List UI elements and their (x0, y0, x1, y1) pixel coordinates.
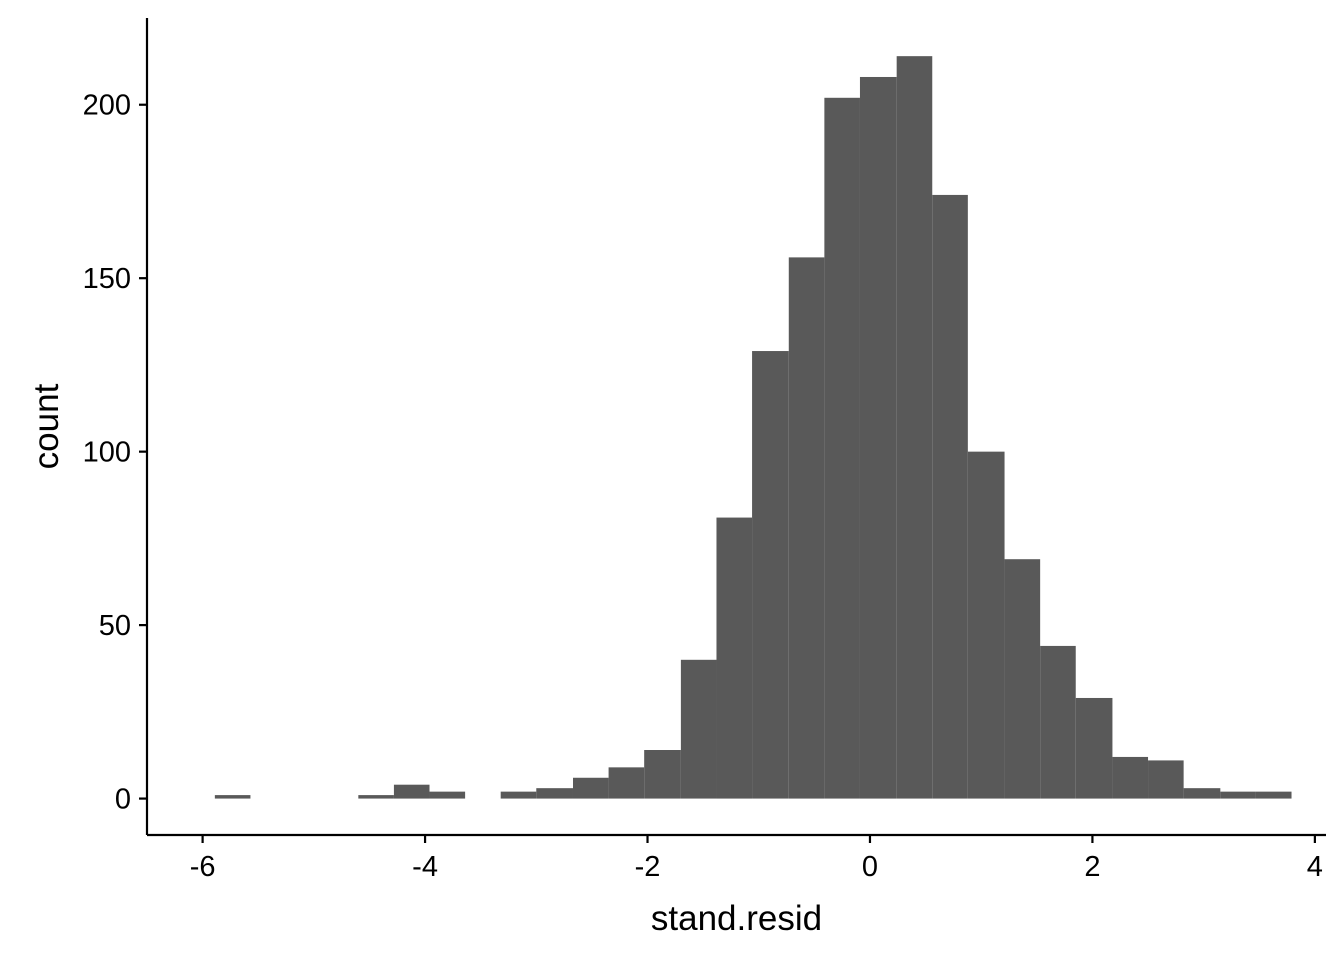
histogram-bar (573, 777, 609, 799)
axes-group (145, 18, 1326, 837)
histogram-bar (896, 56, 933, 799)
histogram-bar (500, 791, 537, 799)
histogram-bar (358, 795, 394, 799)
histogram-bar (536, 788, 573, 799)
bars-group (214, 56, 1292, 799)
x-tick-label: 0 (862, 851, 878, 883)
histogram-bar (752, 351, 789, 799)
y-tick-label: 0 (115, 784, 131, 816)
histogram-bar (393, 784, 430, 799)
histogram-bar (1004, 559, 1041, 799)
y-tick-label: 100 (83, 437, 131, 469)
x-tick-label: -6 (190, 851, 216, 883)
histogram-bar (1148, 760, 1184, 799)
histogram-bar (1112, 756, 1149, 799)
histogram-bar (716, 517, 753, 799)
x-tick-label: 4 (1307, 851, 1323, 883)
histogram-bar (608, 767, 645, 799)
histogram-bar (680, 659, 717, 799)
histogram-bar (1040, 645, 1076, 799)
histogram-bar (967, 451, 1005, 799)
y-axis-ticks: 0 50 100 150 200 (83, 90, 147, 816)
x-tick-label: 2 (1084, 851, 1100, 883)
histogram-bar (1255, 791, 1292, 799)
histogram-bar (1183, 788, 1221, 799)
histogram-bar (644, 750, 681, 799)
histogram-bar (859, 76, 897, 799)
histogram-bar (932, 194, 968, 799)
histogram-bar (788, 257, 825, 799)
x-axis-ticks: -6 -4 -2 0 2 4 (190, 835, 1323, 883)
y-tick-label: 50 (99, 610, 131, 642)
histogram-bar (1220, 791, 1256, 799)
x-tick-label: -4 (412, 851, 438, 883)
x-tick-label: -2 (635, 851, 661, 883)
histogram-bar (429, 791, 466, 799)
histogram-bar (214, 795, 251, 799)
y-axis-title: count (27, 383, 66, 469)
y-tick-label: 150 (83, 263, 131, 295)
x-axis-title: stand.resid (651, 899, 822, 938)
histogram-bar (1075, 697, 1113, 799)
histogram-bar (824, 97, 860, 799)
y-tick-label: 200 (83, 90, 131, 122)
